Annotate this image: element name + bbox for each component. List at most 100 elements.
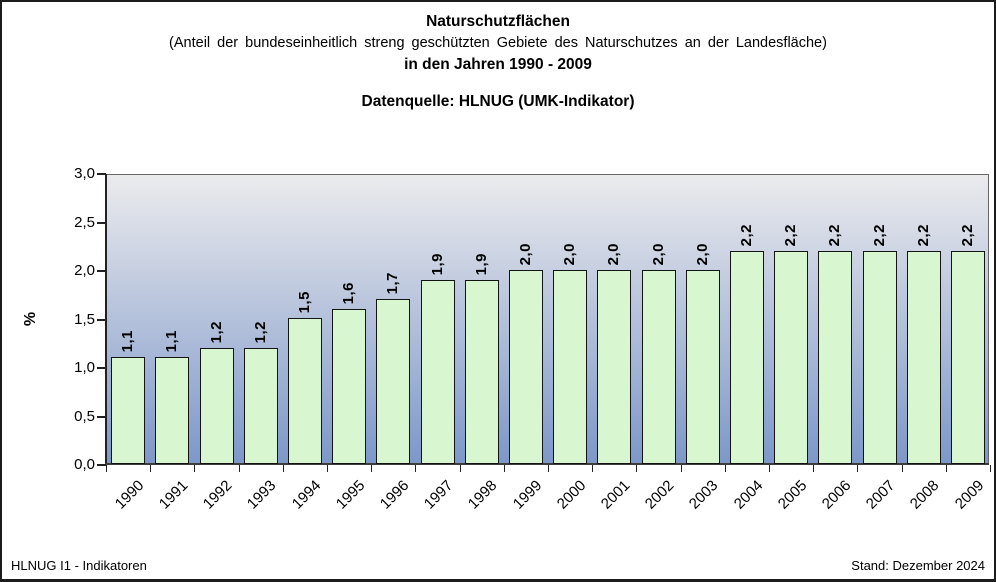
bar xyxy=(862,251,897,464)
bar xyxy=(729,251,764,464)
x-tick-mark xyxy=(371,465,372,472)
y-tick-mark xyxy=(97,416,106,418)
x-tick-label: 1994 xyxy=(288,477,324,513)
y-tick-label: 0,5 xyxy=(74,408,95,425)
x-tick-label: 2000 xyxy=(553,477,590,513)
x-tick-mark xyxy=(194,465,195,472)
bar xyxy=(111,357,146,464)
bar xyxy=(464,280,499,464)
x-tick-mark xyxy=(327,465,328,472)
x-tick-mark xyxy=(769,465,770,472)
bar-value-label: 2,2 xyxy=(870,223,888,246)
bar-value-label: 2,2 xyxy=(782,223,800,246)
bar xyxy=(508,270,543,464)
y-tick-mark xyxy=(97,367,106,369)
x-tick-label: 1996 xyxy=(376,477,413,513)
bar xyxy=(376,299,411,464)
bar xyxy=(906,251,941,464)
x-tick-label: 2009 xyxy=(951,477,987,513)
x-tick-label: 2004 xyxy=(730,477,766,513)
bar xyxy=(818,251,853,464)
bar xyxy=(155,357,190,464)
x-tick-mark xyxy=(592,465,593,472)
y-tick-label: 0,0 xyxy=(74,456,95,473)
x-tick-mark xyxy=(548,465,549,472)
x-tick-label: 1995 xyxy=(332,477,369,513)
bar xyxy=(553,270,588,464)
bar xyxy=(332,309,367,464)
y-tick-mark xyxy=(97,270,106,272)
bar-value-label: 2,2 xyxy=(737,223,755,246)
bar-value-label: 1,2 xyxy=(207,320,225,343)
x-tick-mark xyxy=(681,465,682,472)
x-tick-label: 1999 xyxy=(509,477,545,513)
x-tick-mark xyxy=(902,465,903,472)
x-tick-mark xyxy=(813,465,814,472)
chart-header: Naturschutzflächen (Anteil der bundesein… xyxy=(2,11,994,113)
bar xyxy=(685,270,720,464)
x-tick-mark xyxy=(283,465,284,472)
bar xyxy=(287,318,322,464)
x-tick-label: 2005 xyxy=(774,477,811,513)
bar xyxy=(199,348,234,464)
x-tick-label: 1997 xyxy=(420,477,457,513)
x-tick-label: 1992 xyxy=(199,477,236,513)
bar xyxy=(243,348,278,464)
bar xyxy=(597,270,632,464)
x-tick-mark xyxy=(946,465,947,472)
x-tick-label: 2008 xyxy=(907,477,943,513)
chart-title: Naturschutzflächen xyxy=(426,13,570,30)
x-tick-label: 1991 xyxy=(155,477,192,513)
y-tick-label: 1,5 xyxy=(74,311,95,328)
y-tick-mark xyxy=(97,319,106,321)
y-tick-label: 3,0 xyxy=(74,165,95,182)
bar-value-label: 2,2 xyxy=(958,223,976,246)
y-tick-mark xyxy=(97,222,106,224)
bar-value-label: 2,0 xyxy=(561,242,579,265)
x-tick-mark xyxy=(725,465,726,472)
chart-period: in den Jahren 1990 - 2009 xyxy=(404,56,592,73)
x-tick-label: 2006 xyxy=(818,477,855,513)
bar-value-label: 2,0 xyxy=(605,242,623,265)
bar-value-label: 1,1 xyxy=(163,329,181,352)
x-tick-mark xyxy=(415,465,416,472)
x-tick-mark xyxy=(857,465,858,472)
x-tick-label: 2001 xyxy=(597,477,634,513)
x-tick-label: 2007 xyxy=(862,477,899,513)
bar xyxy=(774,251,809,464)
bar-value-label: 1,9 xyxy=(472,252,490,275)
bar xyxy=(950,251,985,464)
x-tick-label: 1990 xyxy=(111,477,148,513)
chart-subtitle: (Anteil der bundeseinheitlich streng ges… xyxy=(169,35,827,51)
bar-value-label: 1,7 xyxy=(384,271,402,294)
x-tick-label: 1993 xyxy=(244,477,280,513)
y-tick-mark xyxy=(97,464,106,466)
y-axis-line xyxy=(105,174,107,465)
bar-value-label: 2,0 xyxy=(516,242,534,265)
bar-value-label: 1,9 xyxy=(428,252,446,275)
x-tick-mark xyxy=(239,465,240,472)
bar xyxy=(641,270,676,464)
bar xyxy=(420,280,455,464)
bar-value-label: 2,0 xyxy=(693,242,711,265)
x-tick-mark xyxy=(990,465,991,472)
bar-value-label: 2,2 xyxy=(914,223,932,246)
bar-value-label: 1,5 xyxy=(295,290,313,313)
x-tick-label: 1998 xyxy=(465,477,501,513)
x-tick-mark xyxy=(150,465,151,472)
footer-source: HLNUG I1 - Indikatoren xyxy=(11,558,147,573)
x-axis-line xyxy=(105,463,989,465)
x-tick-mark xyxy=(636,465,637,472)
bar-value-label: 1,1 xyxy=(119,329,137,352)
bar-value-label: 1,2 xyxy=(251,320,269,343)
y-tick-mark xyxy=(97,173,106,175)
x-tick-mark xyxy=(106,465,107,472)
y-tick-label: 2,0 xyxy=(74,262,95,279)
x-tick-mark xyxy=(460,465,461,472)
plot-area: 1,1 1,1 1,2 1,2 1,5 1,6 1,7 1,9 1,9 2,0 2,0 2,0 2,0 2… xyxy=(105,174,991,472)
x-tick-label: 2003 xyxy=(686,477,722,513)
bar-value-label: 2,2 xyxy=(826,223,844,246)
bar-value-label: 2,0 xyxy=(649,242,667,265)
y-tick-label: 1,0 xyxy=(74,359,95,376)
